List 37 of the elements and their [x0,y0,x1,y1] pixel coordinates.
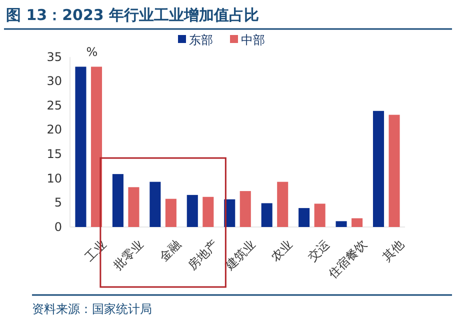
bar [298,208,310,227]
bar [261,203,272,227]
y-axis-title: % [86,45,98,59]
y-tick-label: 25 [46,98,62,112]
x-tick-label: 农业 [268,237,296,264]
bar [336,221,347,227]
bar [372,110,384,227]
x-tick-label: 交运 [305,237,332,264]
y-tick-label: 30 [46,74,62,88]
bar [186,194,198,227]
chart-title: 图 13：2023 年行业工业增加值占比 [6,6,260,24]
text: 资料来源：国家统计局 [32,302,152,316]
y-tick-label: 20 [46,122,62,137]
bar [165,198,176,227]
legend-label: 东部 [189,33,213,47]
y-tick-label: 10 [46,171,62,186]
bar [112,174,124,227]
bar [90,66,102,227]
bar [388,114,400,227]
x-tick-label: 批零业 [110,237,146,273]
bar [352,218,363,227]
bar [240,191,251,227]
x-tick-label: 建筑业 [222,237,258,274]
bar [277,182,288,227]
y-tick-label: 35 [46,50,62,64]
y-tick-label: 5 [54,196,62,210]
bar [202,196,214,227]
bar [128,187,140,227]
x-tick-label: 房地产 [185,237,221,273]
x-tick-label: 金融 [156,237,184,264]
bar [75,66,86,227]
legend-label: 中部 [241,33,265,47]
x-tick-label: 其他 [380,237,407,264]
bar [314,204,326,227]
y-tick-label: 0 [54,220,62,234]
bar [150,182,161,227]
y-tick-label: 15 [46,146,62,161]
